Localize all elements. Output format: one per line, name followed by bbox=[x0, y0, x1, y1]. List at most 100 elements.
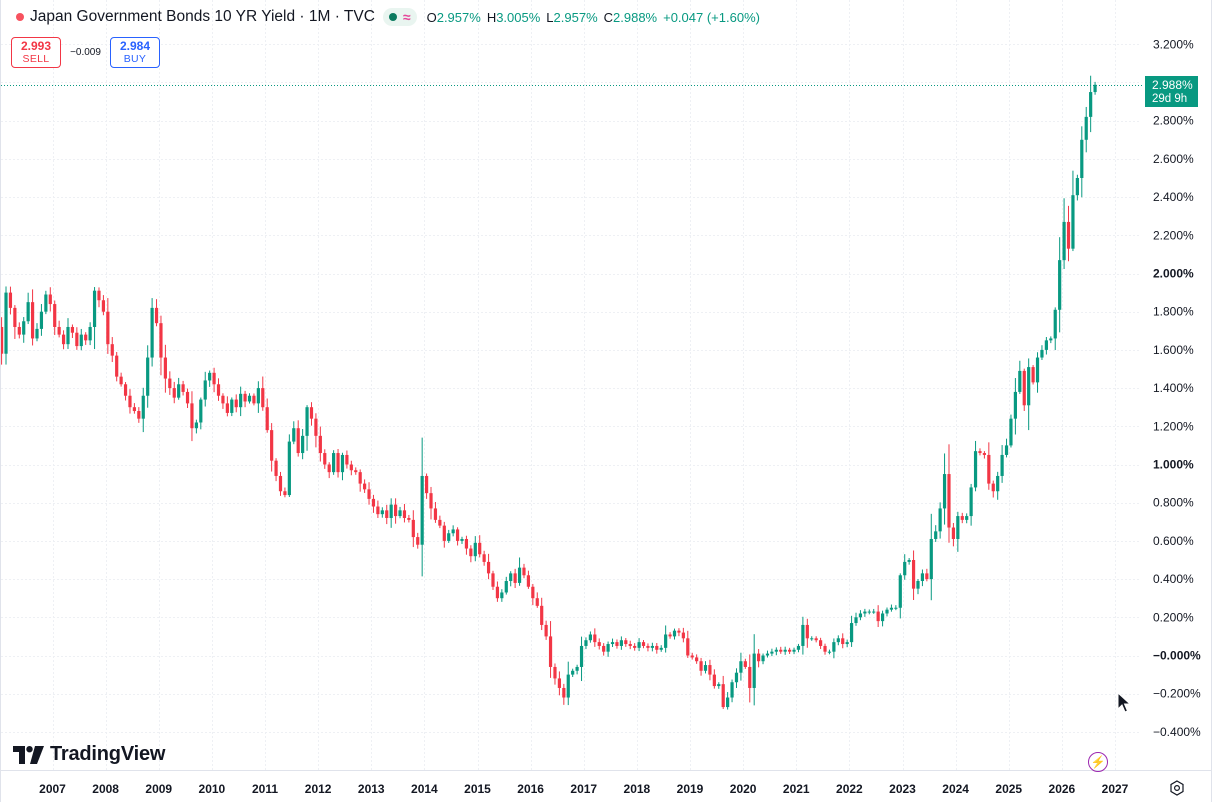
candle-body bbox=[854, 617, 858, 624]
candle-body bbox=[947, 474, 951, 528]
ohlc-close: C2.988% bbox=[603, 9, 658, 25]
candle-body bbox=[730, 682, 734, 698]
tradingview-logo-icon bbox=[13, 745, 44, 764]
candle-body bbox=[314, 418, 318, 436]
candle-body bbox=[8, 292, 13, 308]
y-tick-label: 1.400% bbox=[1153, 381, 1194, 395]
sell-label: SELL bbox=[22, 53, 50, 65]
x-tick-label: 2027 bbox=[1102, 782, 1129, 796]
candle-body bbox=[469, 548, 473, 557]
candle-body bbox=[588, 634, 592, 641]
buy-price: 2.984 bbox=[119, 39, 151, 53]
x-tick-label: 2024 bbox=[942, 782, 969, 796]
x-tick-label: 2018 bbox=[624, 782, 651, 796]
candle-body bbox=[814, 638, 818, 641]
y-tick-label: 0.200% bbox=[1153, 610, 1194, 624]
candle-body bbox=[442, 525, 446, 541]
candle-body bbox=[305, 407, 309, 436]
y-tick-label: 2.600% bbox=[1153, 152, 1194, 166]
candle-body bbox=[159, 323, 163, 358]
sell-button[interactable]: 2.993 SELL bbox=[11, 37, 61, 68]
candle-body bbox=[13, 307, 17, 327]
candle-body bbox=[602, 645, 606, 652]
candle-body bbox=[978, 451, 982, 454]
candle-body bbox=[402, 510, 407, 518]
candle-body bbox=[982, 453, 987, 455]
candle-body bbox=[256, 388, 260, 404]
status-dot-icon bbox=[16, 13, 24, 21]
candle-body bbox=[389, 504, 393, 518]
candle-body bbox=[996, 475, 1000, 492]
candle-body bbox=[1004, 445, 1009, 455]
candle-body bbox=[637, 642, 641, 648]
y-tick-label: 2.200% bbox=[1153, 228, 1194, 242]
candle-body bbox=[845, 642, 849, 645]
candle-body bbox=[610, 642, 615, 645]
candle-body bbox=[354, 470, 358, 473]
candle-body bbox=[876, 611, 880, 622]
candle-body bbox=[911, 560, 916, 589]
y-tick-label: 0.600% bbox=[1153, 534, 1194, 548]
candle-body bbox=[88, 326, 92, 341]
candle-body bbox=[757, 653, 761, 662]
candle-body bbox=[867, 611, 871, 613]
candle-body bbox=[1075, 178, 1079, 196]
y-tick-label: 1.200% bbox=[1153, 419, 1194, 433]
x-tick-label: 2022 bbox=[836, 782, 863, 796]
candle-body bbox=[987, 454, 991, 484]
candle-body bbox=[823, 645, 827, 652]
candle-body bbox=[208, 372, 212, 381]
candle-body bbox=[584, 640, 588, 646]
candle-body bbox=[168, 378, 172, 389]
trade-buttons: 2.993 SELL −0.009 2.984 BUY bbox=[11, 37, 160, 68]
x-tick-label: 2012 bbox=[305, 782, 332, 796]
candle-body bbox=[863, 611, 867, 614]
candle-body bbox=[243, 393, 247, 402]
y-tick-label: 1.600% bbox=[1153, 343, 1194, 357]
candle-body bbox=[522, 567, 526, 576]
y-tick-label: 2.000% bbox=[1153, 267, 1194, 281]
candle-body bbox=[792, 649, 796, 652]
x-tick-label: 2010 bbox=[199, 782, 226, 796]
candle-body bbox=[690, 655, 694, 658]
candle-body bbox=[752, 653, 756, 688]
candle-body bbox=[531, 586, 535, 599]
candle-body bbox=[318, 435, 322, 454]
x-tick-label: 2019 bbox=[677, 782, 704, 796]
candle-body bbox=[486, 561, 491, 574]
candle-body bbox=[57, 326, 61, 335]
x-tick-label: 2013 bbox=[358, 782, 385, 796]
lightning-icon[interactable]: ⚡ bbox=[1088, 752, 1108, 772]
candle-body bbox=[340, 454, 345, 473]
candle-body bbox=[836, 638, 840, 643]
candle-body bbox=[774, 649, 778, 652]
candle-body bbox=[349, 464, 353, 471]
candle-body bbox=[407, 517, 411, 520]
sell-price: 2.993 bbox=[20, 39, 52, 53]
wave-icon: ≈ bbox=[402, 9, 411, 25]
gear-icon[interactable] bbox=[1169, 780, 1185, 796]
candle-body bbox=[593, 634, 597, 643]
candle-body bbox=[548, 636, 553, 667]
x-tick-label: 2015 bbox=[464, 782, 491, 796]
candle-body bbox=[451, 529, 455, 534]
candle-body bbox=[221, 395, 225, 404]
candle-body bbox=[433, 508, 438, 520]
candle-body bbox=[22, 321, 26, 335]
candle-body bbox=[128, 395, 132, 408]
y-tick-label: 2.800% bbox=[1153, 114, 1194, 128]
candle-body bbox=[938, 508, 942, 532]
y-tick-label: 1.800% bbox=[1153, 305, 1194, 319]
tradingview-logo[interactable]: TradingView bbox=[13, 743, 165, 766]
symbol-title[interactable]: Japan Government Bonds 10 YR Yield · 1M … bbox=[30, 8, 375, 25]
candle-body bbox=[575, 666, 579, 671]
buy-button[interactable]: 2.984 BUY bbox=[110, 37, 160, 68]
data-indicator-pill[interactable]: ≈ bbox=[382, 8, 417, 26]
buy-label: BUY bbox=[123, 53, 147, 65]
candle-body bbox=[1022, 370, 1026, 406]
candle-body bbox=[4, 292, 8, 354]
x-tick-label: 2016 bbox=[517, 782, 544, 796]
candle-body bbox=[1084, 116, 1088, 140]
